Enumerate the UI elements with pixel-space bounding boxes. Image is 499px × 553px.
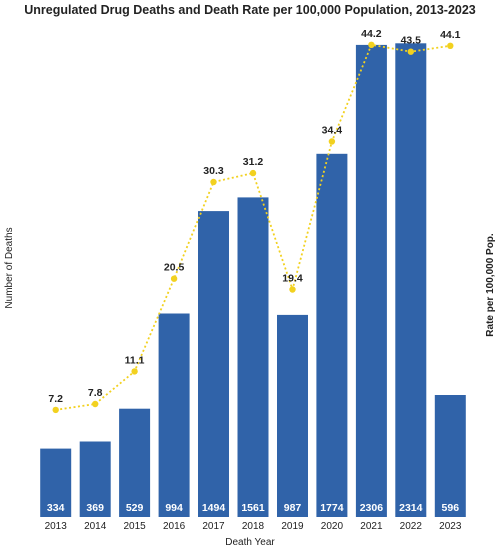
- bar-2020: [316, 153, 348, 518]
- bar-2014: [79, 441, 111, 517]
- bar-2015: [119, 408, 151, 517]
- rate-point-2023: [447, 42, 454, 49]
- rate-point-2022: [407, 48, 414, 55]
- rate-value-label-2019: 19.4: [282, 273, 303, 285]
- rate-value-label-2017: 30.3: [203, 165, 224, 177]
- bar-2021: [355, 44, 387, 518]
- rate-point-2020: [328, 138, 336, 145]
- x-ticks-group: 2013 2014 2015 2016 2017 2018 2019 2020 2021 2022…: [45, 521, 462, 532]
- x-tick-2016: 2016: [163, 521, 186, 532]
- chart-title: Unregulated Drug Deaths and Death Rate p…: [24, 3, 476, 17]
- rate-point-2017: [210, 178, 217, 186]
- bar-value-label-2019: 987: [284, 502, 302, 514]
- x-tick-2018: 2018: [242, 521, 265, 532]
- rate-value-label-2013: 7.2: [48, 393, 63, 405]
- x-tick-2014: 2014: [84, 521, 107, 532]
- bar-value-label-2017: 1494: [202, 502, 226, 514]
- bar-value-label-2021: 2306: [360, 502, 384, 514]
- x-tick-2021: 2021: [360, 521, 383, 532]
- rate-value-label-2023: 44.1: [440, 29, 461, 41]
- x-tick-2022: 2022: [400, 521, 423, 532]
- bar-value-label-2020: 1774: [320, 502, 344, 514]
- bar-value-label-2013: 334: [47, 502, 65, 514]
- x-tick-2017: 2017: [202, 521, 225, 532]
- bars-group: [40, 43, 466, 518]
- rate-point-2021: [368, 41, 375, 48]
- rate-value-label-2016: 20.5: [164, 262, 185, 274]
- bar-labels-group: 334 369 529 994 1494 1561 987 1774 2306 2314 596: [47, 502, 459, 514]
- rate-value-label-2022: 43.5: [401, 35, 422, 47]
- x-tick-2013: 2013: [45, 521, 68, 532]
- bar-2013: [40, 448, 72, 517]
- rate-line: [55, 43, 451, 411]
- bar-value-label-2023: 596: [442, 502, 460, 514]
- rate-point-2016: [170, 275, 178, 282]
- bar-2016: [158, 313, 190, 517]
- x-tick-2019: 2019: [281, 521, 304, 532]
- bar-2018: [237, 197, 269, 517]
- x-tick-2020: 2020: [321, 521, 344, 532]
- bar-2019: [277, 314, 308, 517]
- y-axis-right-label: Rate per 100,000 Pop.: [485, 233, 496, 337]
- bar-value-label-2016: 994: [165, 502, 183, 514]
- bar-value-label-2014: 369: [86, 502, 104, 514]
- x-tick-2023: 2023: [439, 521, 462, 532]
- bar-2022: [395, 43, 427, 518]
- rate-point-2015: [131, 368, 138, 375]
- rate-value-label-2014: 7.8: [88, 387, 103, 399]
- rate-value-label-2021: 44.2: [361, 28, 382, 40]
- y-axis-left-label: Number of Deaths: [4, 227, 15, 308]
- bar-value-label-2018: 1561: [241, 502, 265, 514]
- rate-point-2013: [52, 406, 59, 414]
- x-tick-2015: 2015: [123, 521, 146, 532]
- rate-value-label-2015: 11.1: [125, 354, 145, 366]
- rate-value-label-2018: 31.2: [243, 156, 264, 168]
- bar-2023: [434, 395, 466, 517]
- rate-point-2019: [289, 286, 296, 293]
- x-axis-label: Death Year: [225, 537, 275, 548]
- rate-point-2014: [92, 400, 99, 408]
- rate-value-label-2020: 34.4: [322, 125, 343, 137]
- rate-labels-group: 7.2 7.8 11.1 20.5 30.3 31.2 19.4 34.4 44.2 43.5 44…: [48, 28, 460, 405]
- bar-value-label-2015: 529: [126, 502, 144, 514]
- bar-2017: [198, 211, 229, 517]
- rate-point-2018: [249, 169, 257, 177]
- rate-line-group: [52, 41, 454, 414]
- bar-value-label-2022: 2314: [399, 502, 423, 514]
